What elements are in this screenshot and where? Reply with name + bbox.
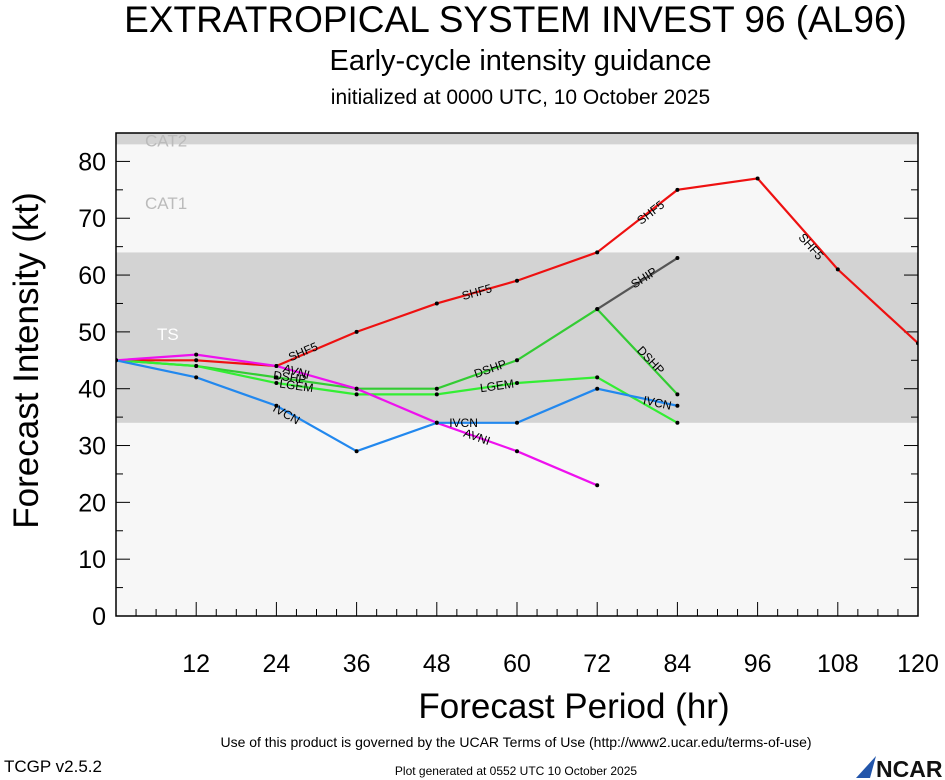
y-tick-label: 60 — [78, 262, 106, 290]
x-tick-label: 108 — [817, 650, 859, 678]
data-point-dshp — [274, 375, 279, 380]
data-point-shf5 — [755, 176, 760, 181]
y-tick-label: 80 — [78, 148, 106, 176]
x-tick-label: 84 — [663, 650, 691, 678]
y-tick-label: 70 — [78, 205, 106, 233]
x-tick-label: 48 — [423, 650, 451, 678]
data-point-avni — [354, 386, 359, 391]
data-point-shf5 — [194, 358, 199, 363]
version-label: TCGP v2.5.2 — [4, 757, 102, 776]
initialized-time: initialized at 0000 UTC, 10 October 2025 — [330, 86, 711, 109]
x-tick-label: 72 — [583, 650, 611, 678]
data-point-ivcn — [595, 386, 600, 391]
series-label-ivcn: IVCN — [449, 416, 478, 430]
y-tick-label: 20 — [78, 489, 106, 517]
data-point-shf5 — [515, 278, 519, 283]
series-line-ivcn — [116, 359, 678, 453]
data-point-avni — [595, 483, 600, 488]
data-point-ivcn — [116, 358, 118, 363]
band-label-ts: TS — [157, 325, 179, 344]
x-tick-label: 12 — [182, 650, 210, 678]
data-point-ivcn — [434, 420, 439, 425]
y-tick-label: 40 — [78, 376, 106, 404]
band-cat2 — [116, 133, 918, 145]
series-line-ship — [596, 257, 678, 311]
data-point-dshp — [434, 386, 439, 391]
series-label-ivcn: IVCN — [642, 393, 673, 413]
series-label-dshp: DSHP — [272, 368, 307, 387]
ncar-logo-text: NCAR — [876, 756, 943, 780]
generated-time: Plot generated at 0552 UTC 10 October 20… — [394, 764, 638, 778]
data-point-ivcn — [515, 420, 519, 425]
y-axis-label: Forecast Intensity (kt) — [7, 192, 46, 528]
y-tick-label: 30 — [78, 433, 106, 461]
band-ts — [116, 252, 918, 423]
data-point-lgem — [515, 381, 519, 386]
band-label-cat1: CAT1 — [145, 194, 187, 213]
data-point-shf5 — [354, 329, 359, 334]
chart-subtitle: Early-cycle intensity guidance — [329, 45, 712, 77]
data-point-dshp — [515, 358, 519, 363]
data-point-lgem — [434, 392, 439, 397]
data-point-lgem — [274, 381, 279, 386]
data-point-shf5 — [835, 267, 840, 272]
data-point-shf5 — [434, 301, 439, 306]
data-point-lgem — [194, 363, 199, 368]
data-point-ivcn — [194, 375, 199, 380]
data-point-avni — [274, 363, 279, 368]
band-label-cat2: CAT2 — [145, 132, 187, 151]
data-point-avni — [194, 352, 199, 357]
y-tick-label: 50 — [78, 319, 106, 347]
x-axis-label: Forecast Period (hr) — [418, 687, 729, 726]
data-point-lgem — [675, 420, 680, 425]
x-tick-label: 96 — [744, 650, 772, 678]
series-line-lgem — [116, 359, 678, 424]
series-label-lgem: LGEM — [279, 377, 315, 396]
data-point-dshp — [675, 392, 680, 397]
band-cat1 — [116, 144, 918, 253]
chart-title: EXTRATROPICAL SYSTEM INVEST 96 (AL96) — [124, 0, 907, 40]
y-tick-label: 10 — [78, 546, 106, 574]
ncar-logo-mark — [856, 756, 876, 778]
data-point-lgem — [595, 375, 600, 380]
data-point-dshp — [595, 307, 600, 312]
x-tick-label: 120 — [897, 650, 939, 678]
x-tick-label: 60 — [503, 650, 531, 678]
data-point-ivcn — [354, 449, 359, 454]
data-point-shf5 — [595, 250, 600, 255]
data-point-ivcn — [675, 403, 680, 408]
data-point-lgem — [354, 392, 359, 397]
data-point-shf5 — [916, 341, 918, 346]
data-point-ship — [675, 256, 680, 261]
terms-of-use: Use of this product is governed by the U… — [220, 734, 812, 750]
data-point-shf5 — [675, 187, 680, 192]
data-point-ivcn — [274, 403, 279, 408]
x-tick-label: 36 — [343, 650, 371, 678]
ncar-logo: NCAR — [856, 756, 943, 780]
band-labels: TS CAT1 CAT2 — [145, 132, 187, 344]
x-tick-label: 24 — [262, 650, 290, 678]
data-point-avni — [515, 449, 519, 454]
series-label-lgem: LGEM — [479, 377, 515, 396]
y-tick-label: 0 — [92, 603, 106, 631]
